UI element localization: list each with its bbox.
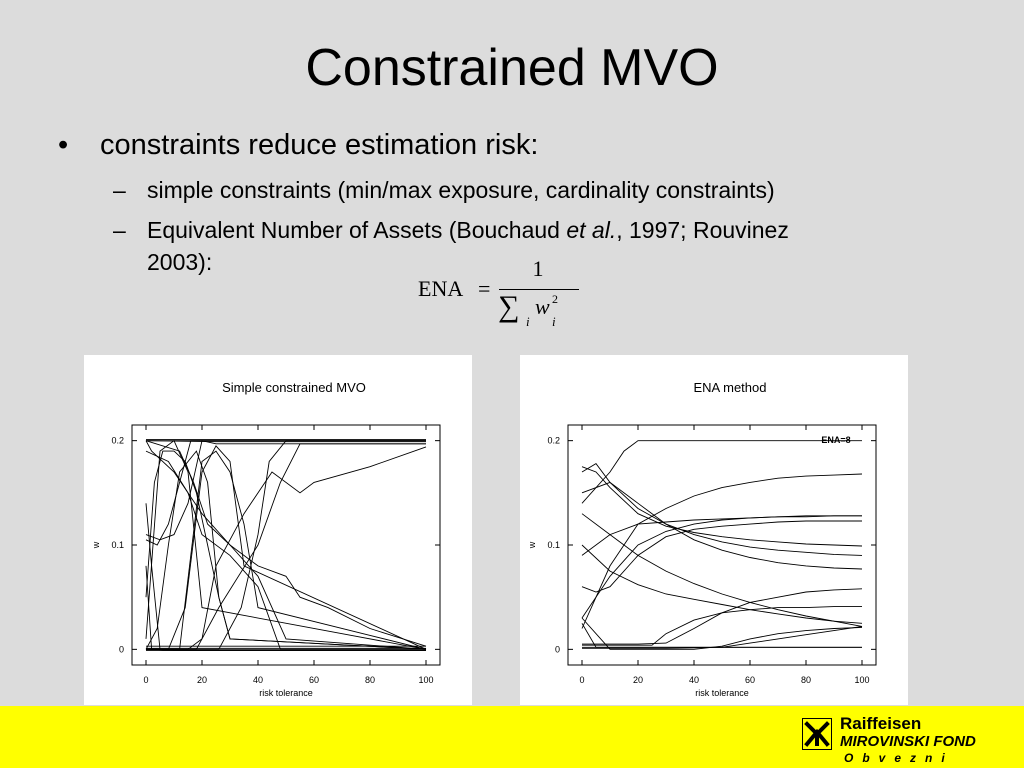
- series-line: [581, 481, 863, 570]
- y-tick-label: 0: [119, 644, 124, 654]
- x-axis-label: risk tolerance: [259, 688, 313, 698]
- series-line: [145, 450, 427, 650]
- series-line: [581, 515, 862, 619]
- y-tick-label: 0.1: [111, 540, 124, 550]
- y-tick-label: 0.2: [111, 436, 124, 446]
- chart-title: Simple constrained MVO: [222, 380, 366, 395]
- sub-item-ena: – Equivalent Number of Assets (Bouchaud e…: [113, 214, 953, 278]
- x-tick-label: 20: [633, 675, 643, 685]
- series-line: [145, 565, 426, 651]
- series-line: [145, 450, 426, 650]
- series-line: [581, 473, 863, 629]
- sub-dash: –: [113, 177, 126, 203]
- y-tick-label: 0.2: [547, 436, 560, 446]
- plot-frame: [131, 424, 441, 666]
- y-axis-label: w: [91, 541, 101, 549]
- y-tick-label: 0.1: [547, 540, 560, 550]
- formula-numerator: 1: [532, 256, 544, 281]
- series-line: [581, 515, 862, 556]
- chart-svg: Simple constrained MVO 0 20 40 60 80 100 0 0.1 0.…: [91, 380, 441, 698]
- sub-item-text: Equivalent Number of Assets (Bouchaud: [147, 217, 567, 243]
- brand-name: Raiffeisen: [840, 714, 922, 733]
- series-line: [581, 440, 862, 504]
- raiffeisen-logo: Raiffeisen MIROVINSKI FOND Obvezni: [802, 714, 1012, 765]
- sub-dash: –: [113, 217, 126, 243]
- series-line: [582, 625, 863, 649]
- sub-item-line2: 2003):: [147, 249, 213, 275]
- slide-title: Constrained MVO: [305, 39, 719, 97]
- x-tick-label: 80: [801, 675, 811, 685]
- y-tick-label: 0: [555, 644, 560, 654]
- sub-item-text: simple constraints (min/max exposure, ca…: [147, 177, 775, 203]
- series-line: [145, 440, 427, 647]
- series-line: [145, 440, 426, 541]
- series-line: [581, 617, 863, 650]
- x-tick-label: 40: [253, 675, 263, 685]
- bullet-marker: •: [58, 129, 69, 161]
- sub-item-italic: et al.: [566, 217, 617, 243]
- brand-tagline: Obvezni: [844, 751, 954, 765]
- series-line: [145, 440, 427, 650]
- formula-equals: =: [478, 276, 491, 301]
- series-line: [146, 445, 427, 650]
- x-tick-label: 100: [418, 675, 433, 685]
- brand-fund: MIROVINSKI FOND: [840, 733, 976, 750]
- series-line: [581, 544, 863, 624]
- formula-variable: w: [535, 294, 550, 319]
- formula-sum-index: i: [526, 314, 530, 329]
- ena-formula: ENA = 1 ∑ i w 2 i: [418, 256, 579, 332]
- x-axis-label: risk tolerance: [695, 688, 749, 698]
- series-line: [145, 450, 427, 650]
- series-line: [581, 513, 863, 627]
- chart-annotation: ENA=8: [821, 435, 850, 445]
- x-tick-label: 0: [579, 675, 584, 685]
- x-tick-label: 60: [745, 675, 755, 685]
- sub-item-constraints: – simple constraints (min/max exposure, c…: [113, 174, 775, 206]
- series-line: [146, 446, 427, 650]
- x-tick-label: 40: [689, 675, 699, 685]
- sub-item-text-post: , 1997; Rouvinez: [616, 217, 789, 243]
- series-line: [581, 520, 862, 593]
- formula-fraction-bar: [499, 289, 579, 290]
- chart-svg: ENA method 0 20 40 60 80 100 0 0.1 0.2 risk tolera…: [527, 380, 877, 698]
- series-line: [145, 440, 427, 650]
- series-line: [581, 463, 863, 556]
- series-line: [582, 606, 862, 646]
- bullet-item: • constraints reduce estimation risk:: [58, 126, 538, 164]
- series-line: [582, 588, 863, 645]
- formula-lhs: ENA: [418, 276, 464, 301]
- series-line: [581, 466, 863, 547]
- x-tick-label: 80: [365, 675, 375, 685]
- series-line: [146, 440, 426, 650]
- formula-exponent: 2: [552, 292, 558, 306]
- x-tick-label: 100: [854, 675, 869, 685]
- raiffeisen-gable-icon: [802, 718, 832, 750]
- series-line: [146, 450, 427, 650]
- chart-simple-constrained-mvo: Simple constrained MVO 0 20 40 60 80 100 0 0.1 0.…: [84, 355, 472, 705]
- y-axis-label: w: [527, 541, 537, 549]
- x-tick-label: 20: [197, 675, 207, 685]
- x-tick-label: 0: [143, 675, 148, 685]
- bullet-text: constraints reduce estimation risk:: [100, 129, 539, 161]
- series-line: [145, 440, 426, 443]
- chart-title: ENA method: [694, 380, 767, 395]
- formula-variable-index: i: [552, 314, 556, 329]
- chart-ena-method: ENA method 0 20 40 60 80 100 0 0.1 0.2 risk tolera…: [520, 355, 908, 705]
- formula-sum-symbol: ∑: [498, 290, 520, 323]
- footer-bar: Raiffeisen MIROVINSKI FOND Obvezni: [0, 706, 1024, 768]
- x-tick-label: 60: [309, 675, 319, 685]
